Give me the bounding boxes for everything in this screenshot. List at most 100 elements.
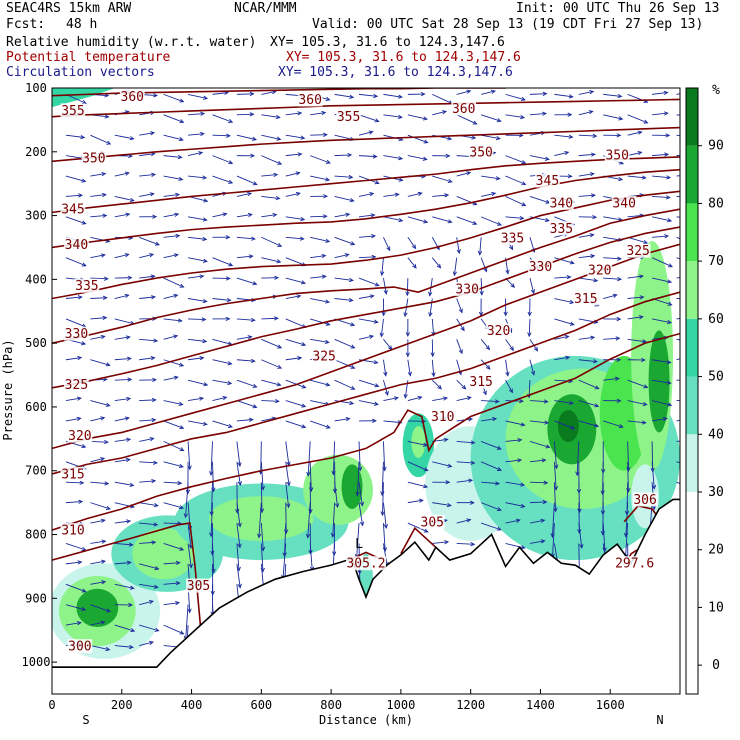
vector-arrow	[407, 440, 427, 446]
vector-arrowhead	[496, 445, 502, 450]
vector-arrowhead	[209, 471, 214, 477]
vector-arrowhead	[405, 291, 410, 297]
vector-arrow	[578, 255, 595, 259]
y-tick-label: 500	[25, 336, 47, 350]
vector-arrow	[212, 155, 233, 164]
vector-arrow	[676, 298, 680, 300]
vector-arrowhead	[423, 528, 429, 533]
center-label: NCAR/MMM	[234, 1, 297, 16]
theta-label: 310	[431, 410, 454, 425]
x-tick-label: 1200	[456, 698, 485, 712]
vector-arrowhead	[349, 94, 355, 99]
vector-arrow	[236, 236, 255, 240]
vector-arrowhead	[639, 295, 645, 300]
vector-arrowhead	[369, 334, 375, 339]
theta-contour-345	[52, 156, 680, 214]
vector-arrowhead	[153, 522, 159, 527]
vector-arrowhead	[615, 336, 621, 341]
vector-arrow	[505, 93, 526, 101]
theta-label: 335	[75, 279, 98, 294]
theta-label-bg	[573, 291, 599, 306]
vector-arrow	[163, 440, 184, 451]
vector-arrowhead	[373, 93, 379, 99]
vector-arrowhead	[383, 524, 388, 529]
vector-arrowhead	[151, 478, 157, 484]
vector-arrow	[603, 93, 622, 97]
vector-arrowhead	[175, 581, 181, 586]
vector-arrow	[65, 417, 81, 422]
vector-arrow	[260, 543, 264, 572]
vector-arrowhead	[153, 93, 158, 98]
vector-arrow	[90, 335, 105, 340]
vector-arrowhead	[105, 505, 111, 510]
vector-arrowhead	[126, 519, 132, 524]
theta-label-bg	[468, 144, 494, 159]
vector-arrowhead	[417, 395, 423, 401]
vector-arrowhead	[577, 508, 582, 514]
vector-arrow	[236, 336, 252, 340]
vector-arrowhead	[666, 319, 672, 325]
vector-arrow	[505, 379, 513, 393]
vector-arrow	[187, 397, 204, 402]
vector-arrowhead	[667, 301, 673, 306]
rh-region	[303, 454, 373, 525]
vector-arrow	[65, 93, 87, 104]
vector-arrowhead	[248, 254, 254, 259]
field-vector-name: Circulation vectors	[6, 65, 155, 80]
vector-arrowhead	[149, 192, 155, 197]
vector-arrow	[185, 604, 189, 640]
vector-arrowhead	[616, 357, 622, 362]
vector-arrow	[65, 501, 83, 504]
vector-arrowhead	[642, 339, 648, 344]
vector-arrowhead	[567, 174, 573, 179]
vector-arrowhead	[505, 371, 510, 377]
vector-arrow	[334, 175, 353, 178]
vector-arrowhead	[274, 275, 280, 280]
vector-arrow	[334, 154, 352, 157]
vector-arrowhead	[188, 563, 193, 569]
vector-arrow	[211, 482, 213, 516]
vector-arrow	[651, 257, 673, 268]
vector-arrowhead	[569, 321, 575, 326]
colorbar: 0 10 20 30 40 50 60 70 80 90	[685, 87, 724, 695]
vector-arrow	[505, 175, 526, 185]
vector-arrow	[676, 175, 680, 177]
vector-arrow	[163, 502, 184, 509]
theta-label: 335	[501, 231, 524, 246]
vector-arrowhead	[495, 176, 501, 181]
vector-arrow	[432, 110, 447, 116]
vector-arrowhead	[81, 178, 87, 183]
vector-arrowhead	[568, 400, 574, 405]
vector-arrow	[139, 438, 154, 442]
vector-arrow	[163, 420, 184, 429]
vector-arrow	[383, 339, 393, 350]
vector-arrow	[407, 134, 428, 144]
vector-arrowhead	[398, 217, 404, 223]
vector-arrow	[285, 357, 302, 361]
vector-arrow	[163, 114, 184, 123]
y-tick-label: 1000	[22, 655, 51, 669]
vector-arrow	[285, 420, 306, 428]
vector-arrow	[139, 522, 158, 526]
vector-arrow	[114, 336, 130, 340]
vector-arrowhead	[590, 254, 596, 259]
vector-arrowhead	[350, 344, 356, 349]
theta-label: 330	[65, 327, 88, 342]
vector-arrow	[285, 400, 306, 407]
theta-label-bg	[535, 173, 560, 188]
vector-arrow	[480, 278, 483, 295]
vector-arrow	[481, 134, 501, 140]
vector-arrowhead	[641, 175, 647, 180]
init-time: Init: 00 UTC Thu 26 Sep 13	[516, 1, 720, 16]
vector-arrowhead	[544, 217, 550, 223]
theta-label: 350	[469, 145, 492, 160]
vector-arrowhead	[542, 91, 548, 96]
vector-arrowhead	[226, 297, 232, 303]
vector-arrow	[163, 175, 183, 181]
vector-arrow	[529, 400, 548, 403]
vector-arrowhead	[509, 245, 514, 251]
vector-arrow	[163, 235, 180, 238]
vector-arrow	[139, 419, 156, 422]
vector-arrow	[285, 257, 306, 266]
vector-arrowhead	[485, 345, 491, 351]
